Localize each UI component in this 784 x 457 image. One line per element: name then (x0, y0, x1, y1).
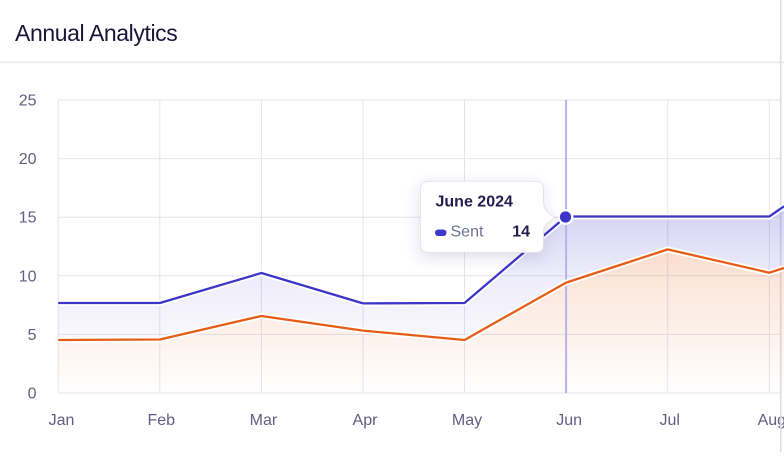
svg-text:Sent: Sent (451, 224, 484, 241)
svg-text:14: 14 (512, 224, 530, 241)
svg-text:Jan: Jan (49, 412, 75, 429)
svg-text:Mar: Mar (250, 412, 278, 429)
svg-text:Jun: Jun (556, 412, 582, 429)
svg-text:5: 5 (28, 327, 37, 344)
svg-text:May: May (452, 412, 482, 429)
svg-text:15: 15 (19, 210, 37, 227)
svg-text:Jul: Jul (659, 412, 679, 429)
svg-text:10: 10 (19, 268, 37, 285)
svg-text:0: 0 (28, 386, 37, 403)
svg-text:Feb: Feb (148, 412, 176, 429)
svg-text:June 2024: June 2024 (436, 194, 513, 211)
svg-text:25: 25 (19, 93, 37, 110)
svg-text:Apr: Apr (353, 412, 379, 429)
svg-text:20: 20 (19, 151, 37, 168)
svg-text:Annual Analytics: Annual Analytics (15, 20, 177, 46)
svg-text:Aug: Aug (758, 412, 784, 429)
